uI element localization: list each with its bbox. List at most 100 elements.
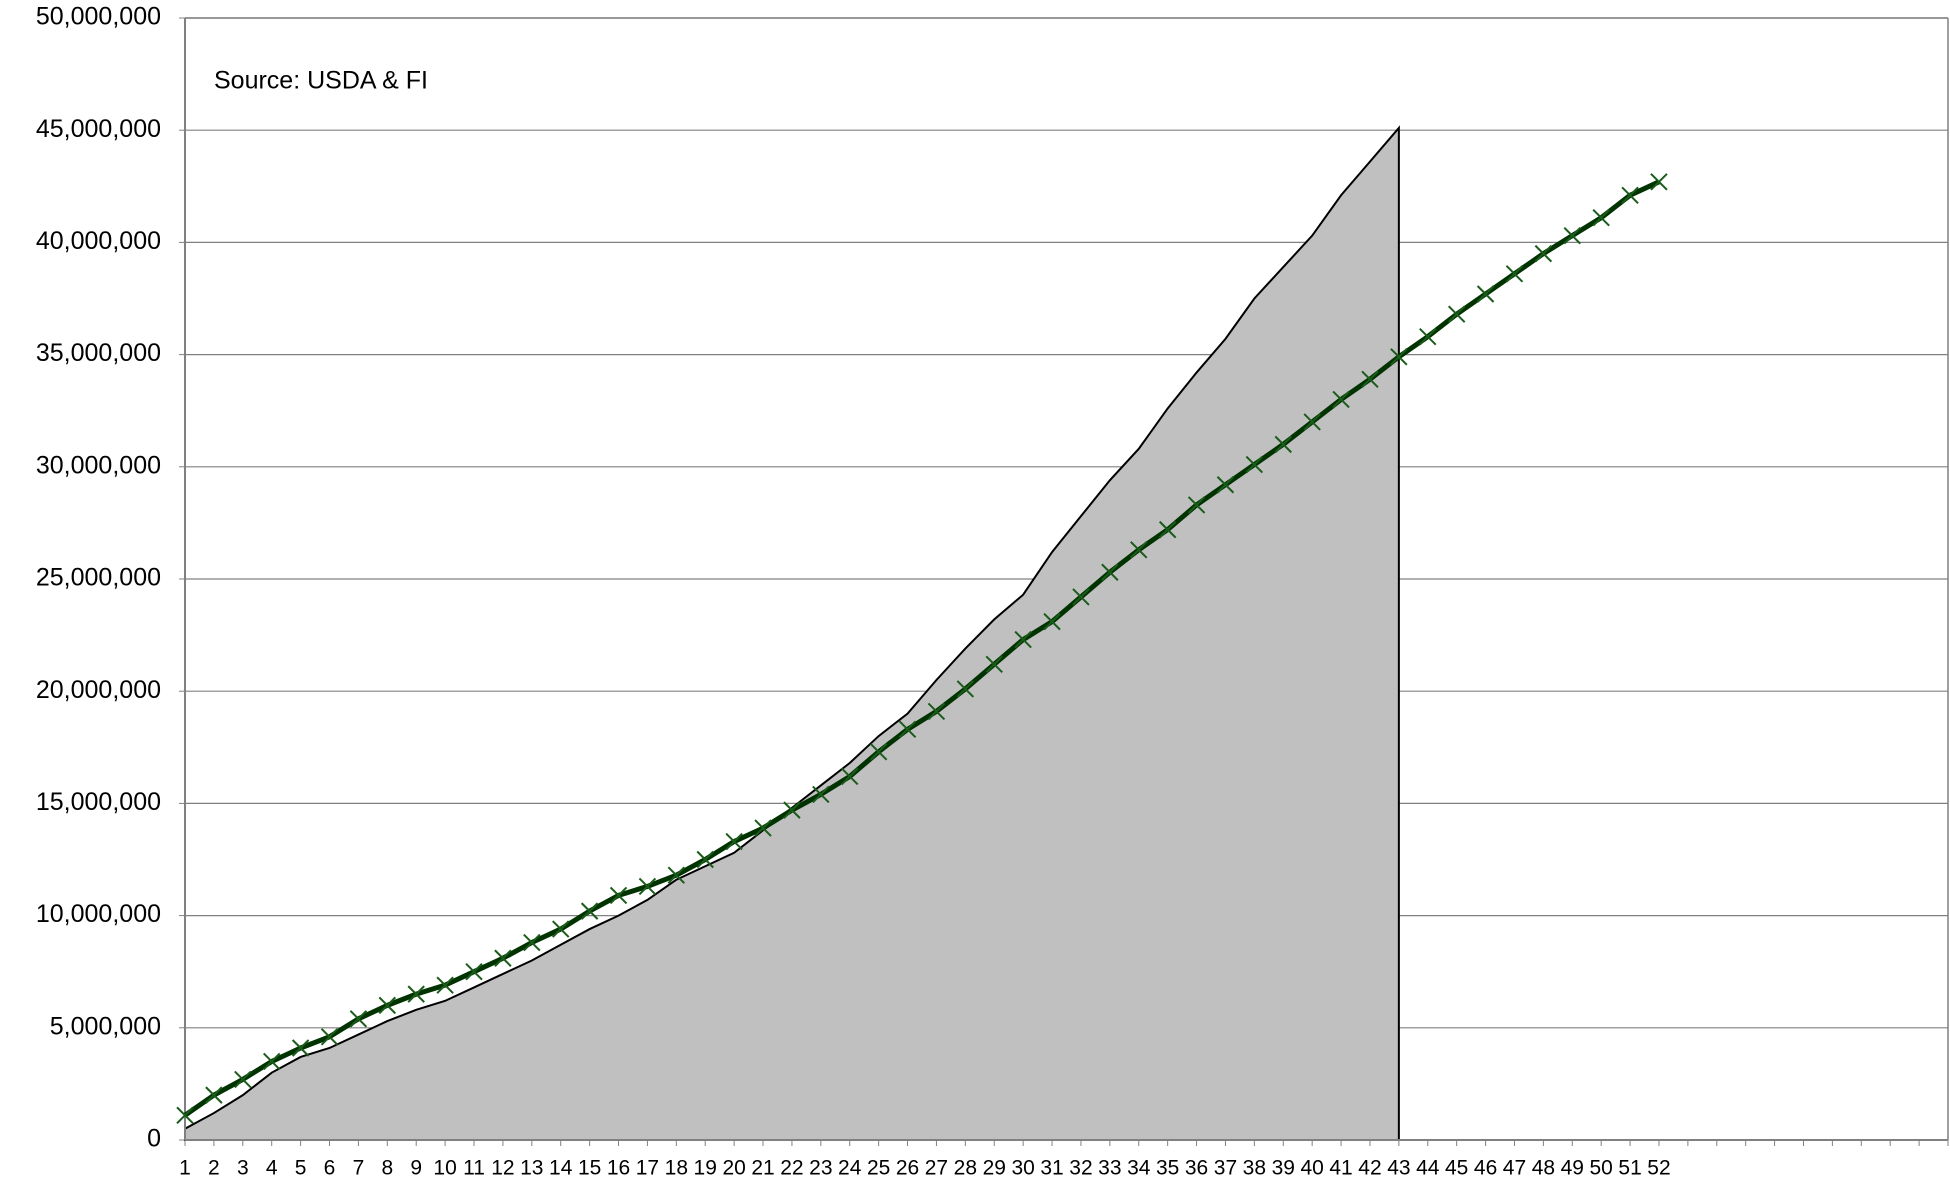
marker bbox=[609, 886, 628, 905]
marker-stroke bbox=[1043, 612, 1061, 631]
marker-stroke bbox=[1072, 588, 1090, 606]
marker-stroke bbox=[898, 720, 917, 739]
marker-stroke bbox=[783, 801, 801, 819]
marker-stroke bbox=[1476, 285, 1495, 303]
marker bbox=[1361, 370, 1379, 388]
x-tick-label: 15 bbox=[578, 1157, 601, 1180]
x-tick-label: 30 bbox=[1011, 1157, 1034, 1180]
marker bbox=[1534, 244, 1553, 263]
y-tick-label: 5,000,000 bbox=[50, 1012, 161, 1040]
marker-stroke bbox=[956, 680, 975, 698]
marker bbox=[1447, 305, 1466, 323]
marker bbox=[696, 850, 714, 869]
x-tick-label: 7 bbox=[353, 1157, 365, 1180]
marker bbox=[898, 720, 917, 739]
marker-stroke bbox=[812, 785, 830, 804]
marker bbox=[1390, 348, 1408, 366]
marker-stroke bbox=[407, 985, 425, 1003]
marker-stroke bbox=[1014, 630, 1032, 649]
marker bbox=[1592, 209, 1610, 227]
marker-stroke bbox=[869, 743, 888, 761]
x-tick-label: 16 bbox=[607, 1157, 630, 1180]
marker bbox=[1187, 496, 1206, 514]
x-tick-label: 6 bbox=[324, 1157, 336, 1180]
y-tick-label: 20,000,000 bbox=[36, 676, 161, 704]
x-tick-label: 38 bbox=[1243, 1157, 1266, 1180]
marker bbox=[841, 767, 859, 786]
x-tick-label: 39 bbox=[1272, 1157, 1295, 1180]
x-tick-label: 51 bbox=[1618, 1157, 1641, 1180]
marker-stroke bbox=[1419, 327, 1437, 346]
x-tick-label: 44 bbox=[1416, 1157, 1440, 1180]
y-tick-label: 45,000,000 bbox=[36, 115, 161, 143]
marker bbox=[667, 866, 686, 884]
marker bbox=[1505, 265, 1524, 283]
x-tick-label: 18 bbox=[665, 1157, 688, 1180]
x-tick-label: 26 bbox=[896, 1157, 919, 1180]
x-tick-label: 52 bbox=[1647, 1157, 1670, 1180]
marker bbox=[985, 655, 1003, 673]
x-tick-label: 43 bbox=[1387, 1157, 1410, 1180]
marker bbox=[1043, 612, 1061, 631]
x-tick-label: 8 bbox=[381, 1157, 393, 1180]
marker-stroke bbox=[667, 866, 686, 884]
marker-stroke bbox=[1390, 348, 1408, 366]
marker bbox=[812, 785, 830, 804]
x-tick-label: 28 bbox=[954, 1157, 977, 1180]
marker-stroke bbox=[1621, 186, 1639, 204]
marker bbox=[580, 902, 599, 920]
marker-stroke bbox=[609, 886, 628, 905]
x-tick-label: 48 bbox=[1532, 1157, 1555, 1180]
marker bbox=[1419, 327, 1437, 346]
line bbox=[183, 179, 1661, 1118]
x-tick-label: 45 bbox=[1445, 1157, 1468, 1180]
marker bbox=[378, 996, 397, 1015]
x-tick-label: 47 bbox=[1503, 1157, 1526, 1180]
y-tick-label: 40,000,000 bbox=[36, 227, 161, 255]
marker-stroke bbox=[754, 819, 772, 837]
marker bbox=[1563, 226, 1581, 245]
x-tick-label: 27 bbox=[925, 1157, 948, 1180]
x-tick-label: 25 bbox=[867, 1157, 890, 1180]
marker-stroke bbox=[1216, 476, 1235, 494]
marker bbox=[1216, 476, 1235, 494]
marker-stroke bbox=[841, 767, 859, 786]
marker-stroke bbox=[1245, 455, 1264, 474]
marker bbox=[1621, 186, 1639, 204]
marker bbox=[1274, 435, 1292, 454]
marker-stroke bbox=[205, 1086, 223, 1104]
y-tick-label: 35,000,000 bbox=[36, 339, 161, 367]
x-tick-label: 31 bbox=[1040, 1157, 1063, 1180]
marker-stroke bbox=[1592, 209, 1610, 227]
x-tick-label: 23 bbox=[809, 1157, 832, 1180]
x-tick-label: 19 bbox=[694, 1157, 717, 1180]
marker bbox=[927, 702, 946, 721]
marker bbox=[869, 743, 888, 761]
x-tick-label: 41 bbox=[1329, 1157, 1352, 1180]
marker bbox=[1158, 520, 1177, 539]
marker-stroke bbox=[1332, 390, 1350, 409]
x-tick-label: 22 bbox=[780, 1157, 803, 1180]
marker bbox=[205, 1086, 223, 1104]
x-tick-label: 5 bbox=[295, 1157, 307, 1180]
y-tick-label: 30,000,000 bbox=[36, 451, 161, 479]
x-tick-label: 12 bbox=[491, 1157, 514, 1180]
marker-stroke bbox=[291, 1039, 310, 1057]
x-tick-label: 33 bbox=[1098, 1157, 1121, 1180]
x-tick-label: 42 bbox=[1358, 1157, 1381, 1180]
x-tick-label: 29 bbox=[983, 1157, 1006, 1180]
marker bbox=[1072, 588, 1090, 606]
marker bbox=[1245, 455, 1264, 474]
x-tick-label: 35 bbox=[1156, 1157, 1179, 1180]
marker bbox=[1650, 173, 1668, 191]
marker-stroke bbox=[494, 949, 512, 967]
marker-stroke bbox=[320, 1028, 339, 1046]
x-tick-label: 10 bbox=[433, 1157, 456, 1180]
x-tick-label: 50 bbox=[1590, 1157, 1613, 1180]
marker-stroke bbox=[1534, 244, 1553, 263]
marker bbox=[291, 1039, 310, 1057]
x-tick-label: 4 bbox=[266, 1157, 278, 1180]
marker bbox=[234, 1070, 252, 1089]
marker bbox=[754, 819, 772, 837]
marker bbox=[176, 1106, 194, 1125]
